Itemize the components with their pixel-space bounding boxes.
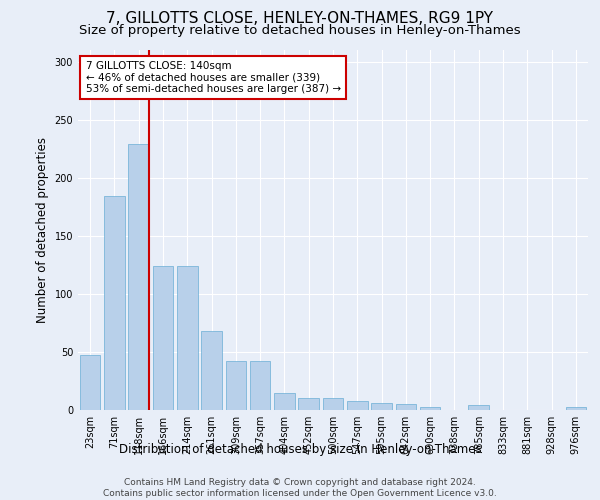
Bar	[152, 266, 173, 410]
Bar	[347, 400, 368, 410]
Bar	[226, 361, 246, 410]
Bar	[420, 406, 440, 410]
Bar	[469, 406, 489, 410]
Bar	[250, 361, 271, 410]
Bar	[274, 392, 295, 410]
Text: 7 GILLOTTS CLOSE: 140sqm
← 46% of detached houses are smaller (339)
53% of semi-: 7 GILLOTTS CLOSE: 140sqm ← 46% of detach…	[86, 61, 341, 94]
Bar	[128, 144, 149, 410]
Text: Contains HM Land Registry data © Crown copyright and database right 2024.
Contai: Contains HM Land Registry data © Crown c…	[103, 478, 497, 498]
Bar	[298, 398, 319, 410]
Text: Size of property relative to detached houses in Henley-on-Thames: Size of property relative to detached ho…	[79, 24, 521, 37]
Bar	[80, 356, 100, 410]
Bar	[395, 404, 416, 410]
Y-axis label: Number of detached properties: Number of detached properties	[36, 137, 49, 323]
Bar	[177, 266, 197, 410]
Text: 7, GILLOTTS CLOSE, HENLEY-ON-THAMES, RG9 1PY: 7, GILLOTTS CLOSE, HENLEY-ON-THAMES, RG9…	[107, 11, 493, 26]
Bar	[371, 403, 392, 410]
Text: Distribution of detached houses by size in Henley-on-Thames: Distribution of detached houses by size …	[119, 442, 481, 456]
Bar	[104, 196, 125, 410]
Bar	[201, 331, 222, 410]
Bar	[323, 398, 343, 410]
Bar	[566, 406, 586, 410]
